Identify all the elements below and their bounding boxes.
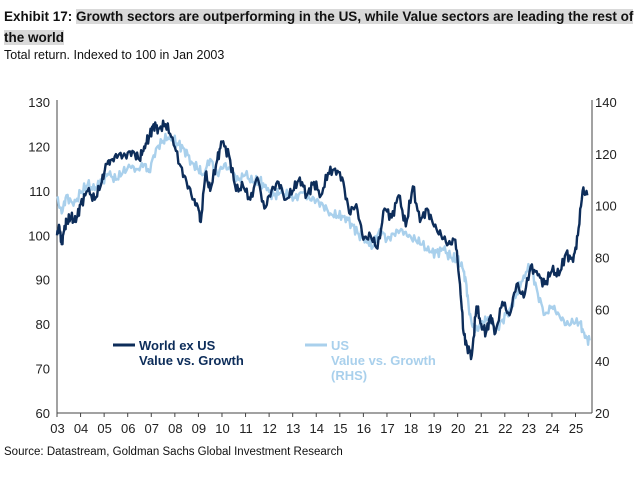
legend-us-label: Value vs. Growth xyxy=(331,353,436,368)
legend-world-ex-us-label: Value vs. Growth xyxy=(139,353,244,368)
x-tick-label: 11 xyxy=(239,421,253,436)
y-left-tick-label: 80 xyxy=(36,317,50,332)
x-tick-label: 18 xyxy=(404,421,418,436)
x-tick-label: 13 xyxy=(286,421,300,436)
y-left-tick-label: 70 xyxy=(36,362,50,377)
y-left-tick-label: 110 xyxy=(29,184,50,199)
chart-title: Exhibit 17: Growth sectors are outperfor… xyxy=(4,6,634,48)
series-line-world-ex-us xyxy=(55,119,589,361)
x-tick-label: 07 xyxy=(145,421,159,436)
y-right-tick-label: 140 xyxy=(595,95,617,110)
y-left-tick-label: 130 xyxy=(28,95,50,110)
chart-subtitle: Total return. Indexed to 100 in Jan 2003 xyxy=(4,48,225,62)
y-left-tick-label: 60 xyxy=(36,406,50,421)
y-right-tick-label: 40 xyxy=(595,354,609,369)
x-tick-label: 21 xyxy=(474,421,488,436)
chart-title-block: Exhibit 17: Growth sectors are outperfor… xyxy=(4,6,634,48)
x-tick-label: 10 xyxy=(215,421,229,436)
legend-us-label: (RHS) xyxy=(331,368,367,383)
y-right-tick-label: 80 xyxy=(595,251,609,266)
x-tick-label: 15 xyxy=(333,421,347,436)
y-left-tick-label: 100 xyxy=(28,228,50,243)
x-tick-label: 24 xyxy=(545,421,559,436)
x-tick-label: 17 xyxy=(380,421,394,436)
x-tick-label: 05 xyxy=(97,421,111,436)
y-right-tick-label: 20 xyxy=(595,406,609,421)
x-tick-label: 03 xyxy=(50,421,64,436)
y-right-tick-label: 120 xyxy=(595,147,617,162)
y-right-tick-label: 100 xyxy=(595,199,617,214)
x-tick-label: 12 xyxy=(262,421,276,436)
x-tick-label: 22 xyxy=(498,421,512,436)
x-tick-label: 14 xyxy=(310,421,324,436)
x-tick-label: 08 xyxy=(168,421,182,436)
x-tick-label: 20 xyxy=(451,421,465,436)
y-left-tick-label: 120 xyxy=(28,139,50,154)
exhibit-label: Exhibit 17: xyxy=(4,9,73,24)
y-right-tick-label: 60 xyxy=(595,302,609,317)
x-tick-label: 25 xyxy=(569,421,583,436)
y-left-tick-label: 90 xyxy=(36,273,50,288)
x-tick-label: 09 xyxy=(192,421,206,436)
x-tick-label: 23 xyxy=(522,421,536,436)
series-line-us xyxy=(56,132,591,346)
legend-us-label: US xyxy=(331,338,349,353)
x-tick-label: 19 xyxy=(427,421,441,436)
x-tick-label: 06 xyxy=(121,421,135,436)
x-tick-label: 04 xyxy=(74,421,88,436)
x-tick-label: 16 xyxy=(357,421,371,436)
legend-world-ex-us-label: World ex US xyxy=(139,338,216,353)
source-note: Source: Datastream, Goldman Sachs Global… xyxy=(4,446,343,458)
